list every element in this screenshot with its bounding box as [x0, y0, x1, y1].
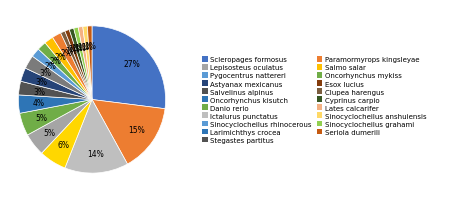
Wedge shape: [52, 34, 92, 100]
Wedge shape: [33, 50, 92, 100]
Wedge shape: [61, 32, 92, 100]
Text: 1%: 1%: [81, 42, 93, 51]
Wedge shape: [69, 29, 92, 100]
Text: 1%: 1%: [74, 43, 86, 52]
Text: 2%: 2%: [49, 57, 61, 66]
Wedge shape: [45, 38, 92, 100]
Text: 1%: 1%: [78, 43, 90, 52]
Wedge shape: [25, 57, 92, 100]
Wedge shape: [65, 30, 92, 100]
Wedge shape: [41, 100, 92, 168]
Text: 5%: 5%: [35, 114, 47, 123]
Text: 3%: 3%: [35, 77, 47, 86]
Text: 14%: 14%: [87, 149, 104, 158]
Text: 27%: 27%: [123, 60, 140, 69]
Wedge shape: [38, 44, 92, 100]
Wedge shape: [20, 100, 92, 135]
Wedge shape: [92, 100, 165, 164]
Wedge shape: [87, 27, 92, 100]
Wedge shape: [92, 27, 165, 109]
Wedge shape: [78, 27, 92, 100]
Wedge shape: [83, 27, 92, 100]
Text: 6%: 6%: [57, 141, 69, 150]
Wedge shape: [65, 100, 127, 173]
Text: 1%: 1%: [84, 42, 96, 51]
Text: 5%: 5%: [44, 128, 56, 137]
Text: 3%: 3%: [33, 87, 45, 96]
Text: 2%: 2%: [60, 49, 72, 58]
Wedge shape: [18, 95, 92, 114]
Text: 2%: 2%: [45, 61, 56, 70]
Text: 2%: 2%: [54, 52, 66, 61]
Text: 1%: 1%: [71, 44, 83, 53]
Text: 4%: 4%: [32, 99, 44, 108]
Wedge shape: [73, 28, 92, 100]
Text: 15%: 15%: [128, 126, 145, 135]
Legend: Scleropages formosus, Lepisosteus oculatus, Pygocentrus nattereri, Astyanax mexi: Scleropages formosus, Lepisosteus oculat…: [202, 57, 425, 143]
Wedge shape: [21, 69, 92, 100]
Text: 1%: 1%: [68, 45, 79, 54]
Wedge shape: [28, 100, 92, 153]
Wedge shape: [18, 82, 92, 100]
Text: 3%: 3%: [39, 68, 52, 77]
Text: 1%: 1%: [65, 46, 77, 55]
